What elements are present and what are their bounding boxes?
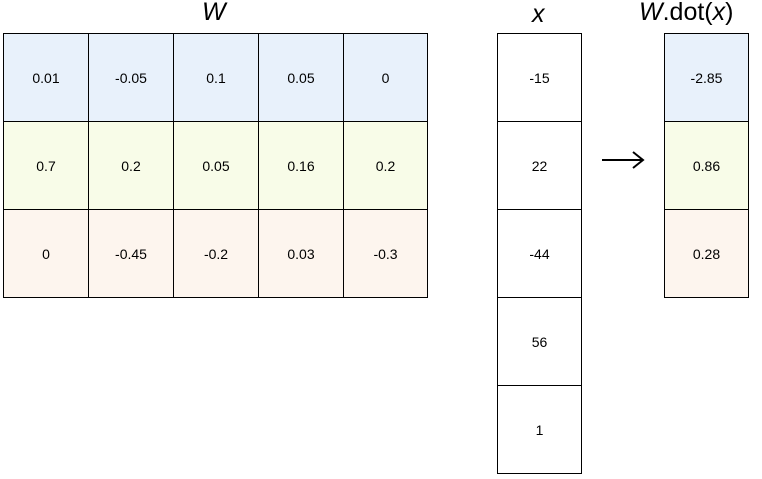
result-vector: -2.85 0.86 0.28 (664, 33, 749, 298)
vector-x-row: 1 (498, 386, 582, 474)
vector-x-symbol: x (532, 0, 545, 28)
result-label-func: .dot( (662, 0, 713, 26)
matrix-w-cell: -0.3 (344, 210, 428, 298)
matrix-w: 0.01 -0.05 0.1 0.05 0 0.7 0.2 0.05 0.16 … (3, 33, 428, 298)
vector-x-cell: 22 (498, 122, 582, 210)
matrix-w-cell: 0.16 (259, 122, 344, 210)
result-label-close: ) (725, 0, 734, 26)
matrix-w-cell: 0.2 (89, 122, 174, 210)
vector-x-row: -44 (498, 210, 582, 298)
matrix-w-cell: 0 (4, 210, 89, 298)
matrix-w-cell: -0.05 (89, 34, 174, 122)
matrix-w-cell: -0.45 (89, 210, 174, 298)
result-row: 0.28 (665, 210, 749, 298)
result-label-w: W (639, 0, 663, 26)
result-row: 0.86 (665, 122, 749, 210)
result-cell: 0.86 (665, 122, 749, 210)
matrix-w-cell: 0.05 (259, 34, 344, 122)
right-arrow-icon (602, 151, 645, 169)
matrix-w-symbol: W (202, 0, 226, 26)
vector-x-cell: 1 (498, 386, 582, 474)
result-label: W.dot(x) (639, 0, 733, 25)
vector-x-row: 56 (498, 298, 582, 386)
matrix-w-cell: 0.1 (174, 34, 259, 122)
result-label-x: x (712, 0, 726, 26)
matrix-w-label: W (202, 0, 226, 25)
vector-x-cell: 56 (498, 298, 582, 386)
vector-x-cell: -15 (498, 34, 582, 122)
matrix-w-cell: 0.05 (174, 122, 259, 210)
result-row: -2.85 (665, 34, 749, 122)
result-cell: -2.85 (665, 34, 749, 122)
vector-x-row: -15 (498, 34, 582, 122)
vector-x-label: x (532, 2, 545, 27)
matrix-w-cell: 0.01 (4, 34, 89, 122)
matrix-w-row: 0 -0.45 -0.2 0.03 -0.3 (4, 210, 428, 298)
matrix-w-cell: 0 (344, 34, 428, 122)
matrix-w-row: 0.7 0.2 0.05 0.16 0.2 (4, 122, 428, 210)
matrix-w-cell: 0.2 (344, 122, 428, 210)
matrix-w-cell: -0.2 (174, 210, 259, 298)
result-cell: 0.28 (665, 210, 749, 298)
vector-x-row: 22 (498, 122, 582, 210)
vector-x-cell: -44 (498, 210, 582, 298)
vector-x: -15 22 -44 56 1 (497, 33, 582, 474)
matrix-w-row: 0.01 -0.05 0.1 0.05 0 (4, 34, 428, 122)
matrix-w-cell: 0.03 (259, 210, 344, 298)
matrix-w-cell: 0.7 (4, 122, 89, 210)
